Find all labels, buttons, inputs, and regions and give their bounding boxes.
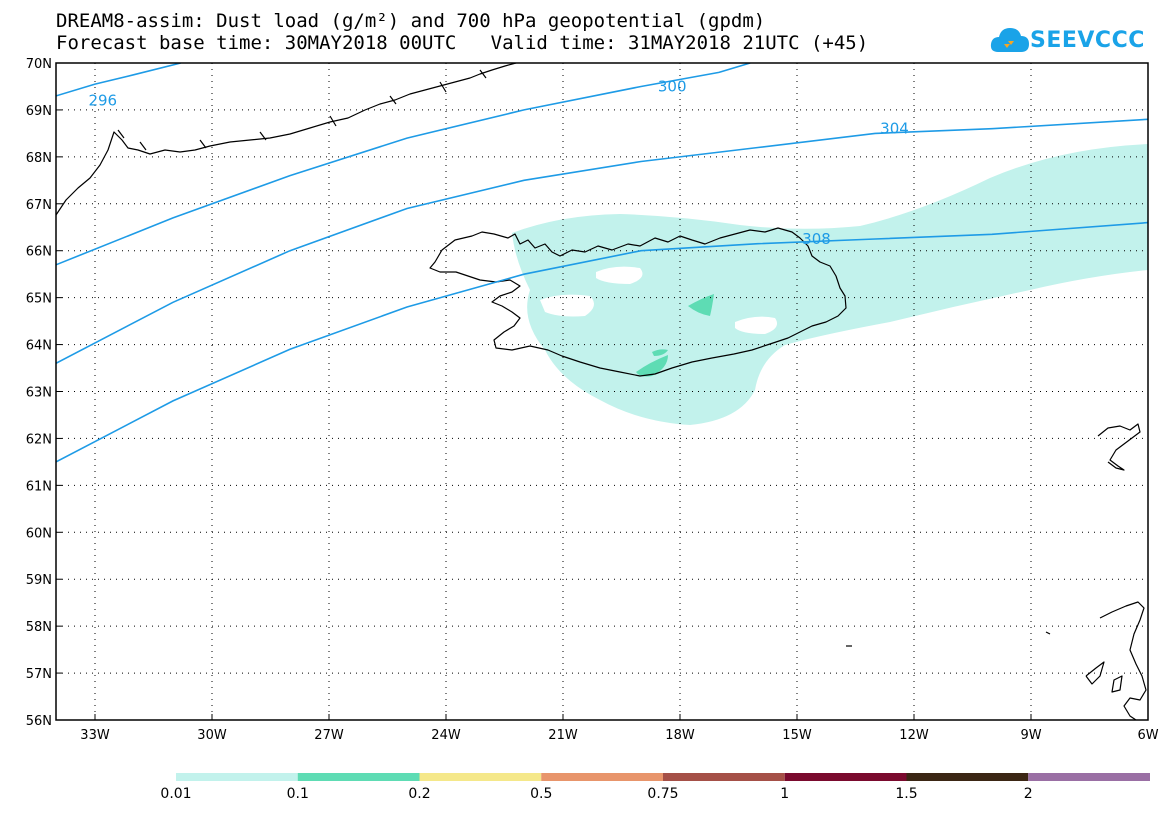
lat-tick-label: 66N xyxy=(26,245,52,260)
colorbar-segment xyxy=(419,773,542,781)
contour-300 xyxy=(56,63,751,266)
greenland-coast-inlets xyxy=(117,69,487,151)
contour-label-296: 296 xyxy=(88,92,117,110)
coastlines xyxy=(56,63,1147,720)
geopotential-contours: 296 300 304 308 xyxy=(56,63,1148,463)
lat-tick-label: 70N xyxy=(26,57,52,72)
lon-tick-label: 27W xyxy=(314,728,344,743)
lat-tick-label: 60N xyxy=(26,526,52,541)
dust-patch-south xyxy=(636,355,668,377)
dust-patch-small xyxy=(652,349,668,356)
lat-tick-label: 63N xyxy=(26,386,52,401)
contour-308 xyxy=(56,221,1148,463)
colorbar-segment xyxy=(1028,773,1150,781)
dust-gap-west xyxy=(540,294,594,317)
contour-296 xyxy=(56,63,181,97)
faroe-shetland-coast xyxy=(1097,423,1141,471)
lon-tick-label: 18W xyxy=(665,728,695,743)
contour-label-304: 304 xyxy=(880,120,909,138)
map-axes: 33W 30W 27W 24W 21W 18W 15W 12W 9W 6W 70N 69N 68N 67N… xyxy=(26,57,1159,743)
lat-tick-label: 56N xyxy=(26,714,52,729)
lon-tick-label: 30W xyxy=(197,728,227,743)
colorbar-tick-label: 0.5 xyxy=(530,786,553,802)
lat-tick-label: 67N xyxy=(26,198,52,213)
colorbar-segment xyxy=(663,773,785,781)
lon-tick-label: 33W xyxy=(80,728,110,743)
colorbar xyxy=(176,773,1150,781)
lat-tick-label: 69N xyxy=(26,104,52,119)
lat-tick-label: 64N xyxy=(26,339,52,354)
colorbar-tick-label: 1 xyxy=(780,786,790,802)
contour-label-300: 300 xyxy=(658,77,687,95)
dust-gap-north xyxy=(596,266,643,284)
lat-tick-label: 58N xyxy=(26,620,52,635)
lat-tick-label: 57N xyxy=(26,667,52,682)
dust-patch-central xyxy=(688,294,714,316)
lat-tick-label: 62N xyxy=(26,432,52,447)
contour-304 xyxy=(56,118,1148,365)
colorbar-segment xyxy=(784,773,907,781)
colorbar-tick-label: 0.01 xyxy=(160,786,192,802)
lon-tick-label: 6W xyxy=(1137,728,1158,743)
greenland-coast xyxy=(56,63,517,216)
lon-tick-label: 12W xyxy=(899,728,929,743)
seevccc-logo: SEEVCCC xyxy=(990,22,1150,58)
title-line-1: DREAM8-assim: Dust load (g/m²) and 700 h… xyxy=(56,10,766,32)
lon-tick-label: 24W xyxy=(431,728,461,743)
logo-text: SEEVCCC xyxy=(1030,28,1145,53)
colorbar-tick-label: 0.2 xyxy=(408,786,431,802)
colorbar-segment xyxy=(297,773,420,781)
lat-tick-label: 61N xyxy=(26,479,52,494)
map-plot-area: 296 300 304 308 xyxy=(56,63,1148,720)
contour-label-308: 308 xyxy=(802,230,831,248)
scotland-coast xyxy=(1085,601,1147,720)
colorbar-segment xyxy=(541,773,663,781)
title-line-2: Forecast base time: 30MAY2018 00UTC Vali… xyxy=(56,32,869,54)
lon-tick-label: 15W xyxy=(782,728,812,743)
small-island xyxy=(1045,631,1051,635)
colorbar-segment xyxy=(906,773,1029,781)
lon-tick-label: 9W xyxy=(1020,728,1041,743)
lat-tick-label: 68N xyxy=(26,151,52,166)
colorbar-tick-label: 1.5 xyxy=(895,786,918,802)
iceland-coast xyxy=(429,227,847,377)
lon-tick-label: 21W xyxy=(548,728,578,743)
lat-tick-label: 59N xyxy=(26,573,52,588)
colorbar-tick-label: 0.75 xyxy=(647,786,679,802)
dust-plume xyxy=(512,144,1148,425)
colorbar-tick-label: 2 xyxy=(1023,786,1033,802)
graticule xyxy=(56,63,1148,720)
colorbar-tick-label: 0.1 xyxy=(286,786,309,802)
lat-tick-label: 65N xyxy=(26,292,52,307)
cloud-icon xyxy=(990,28,1029,52)
colorbar-segment xyxy=(176,773,298,781)
dust-gap-east xyxy=(735,316,778,334)
